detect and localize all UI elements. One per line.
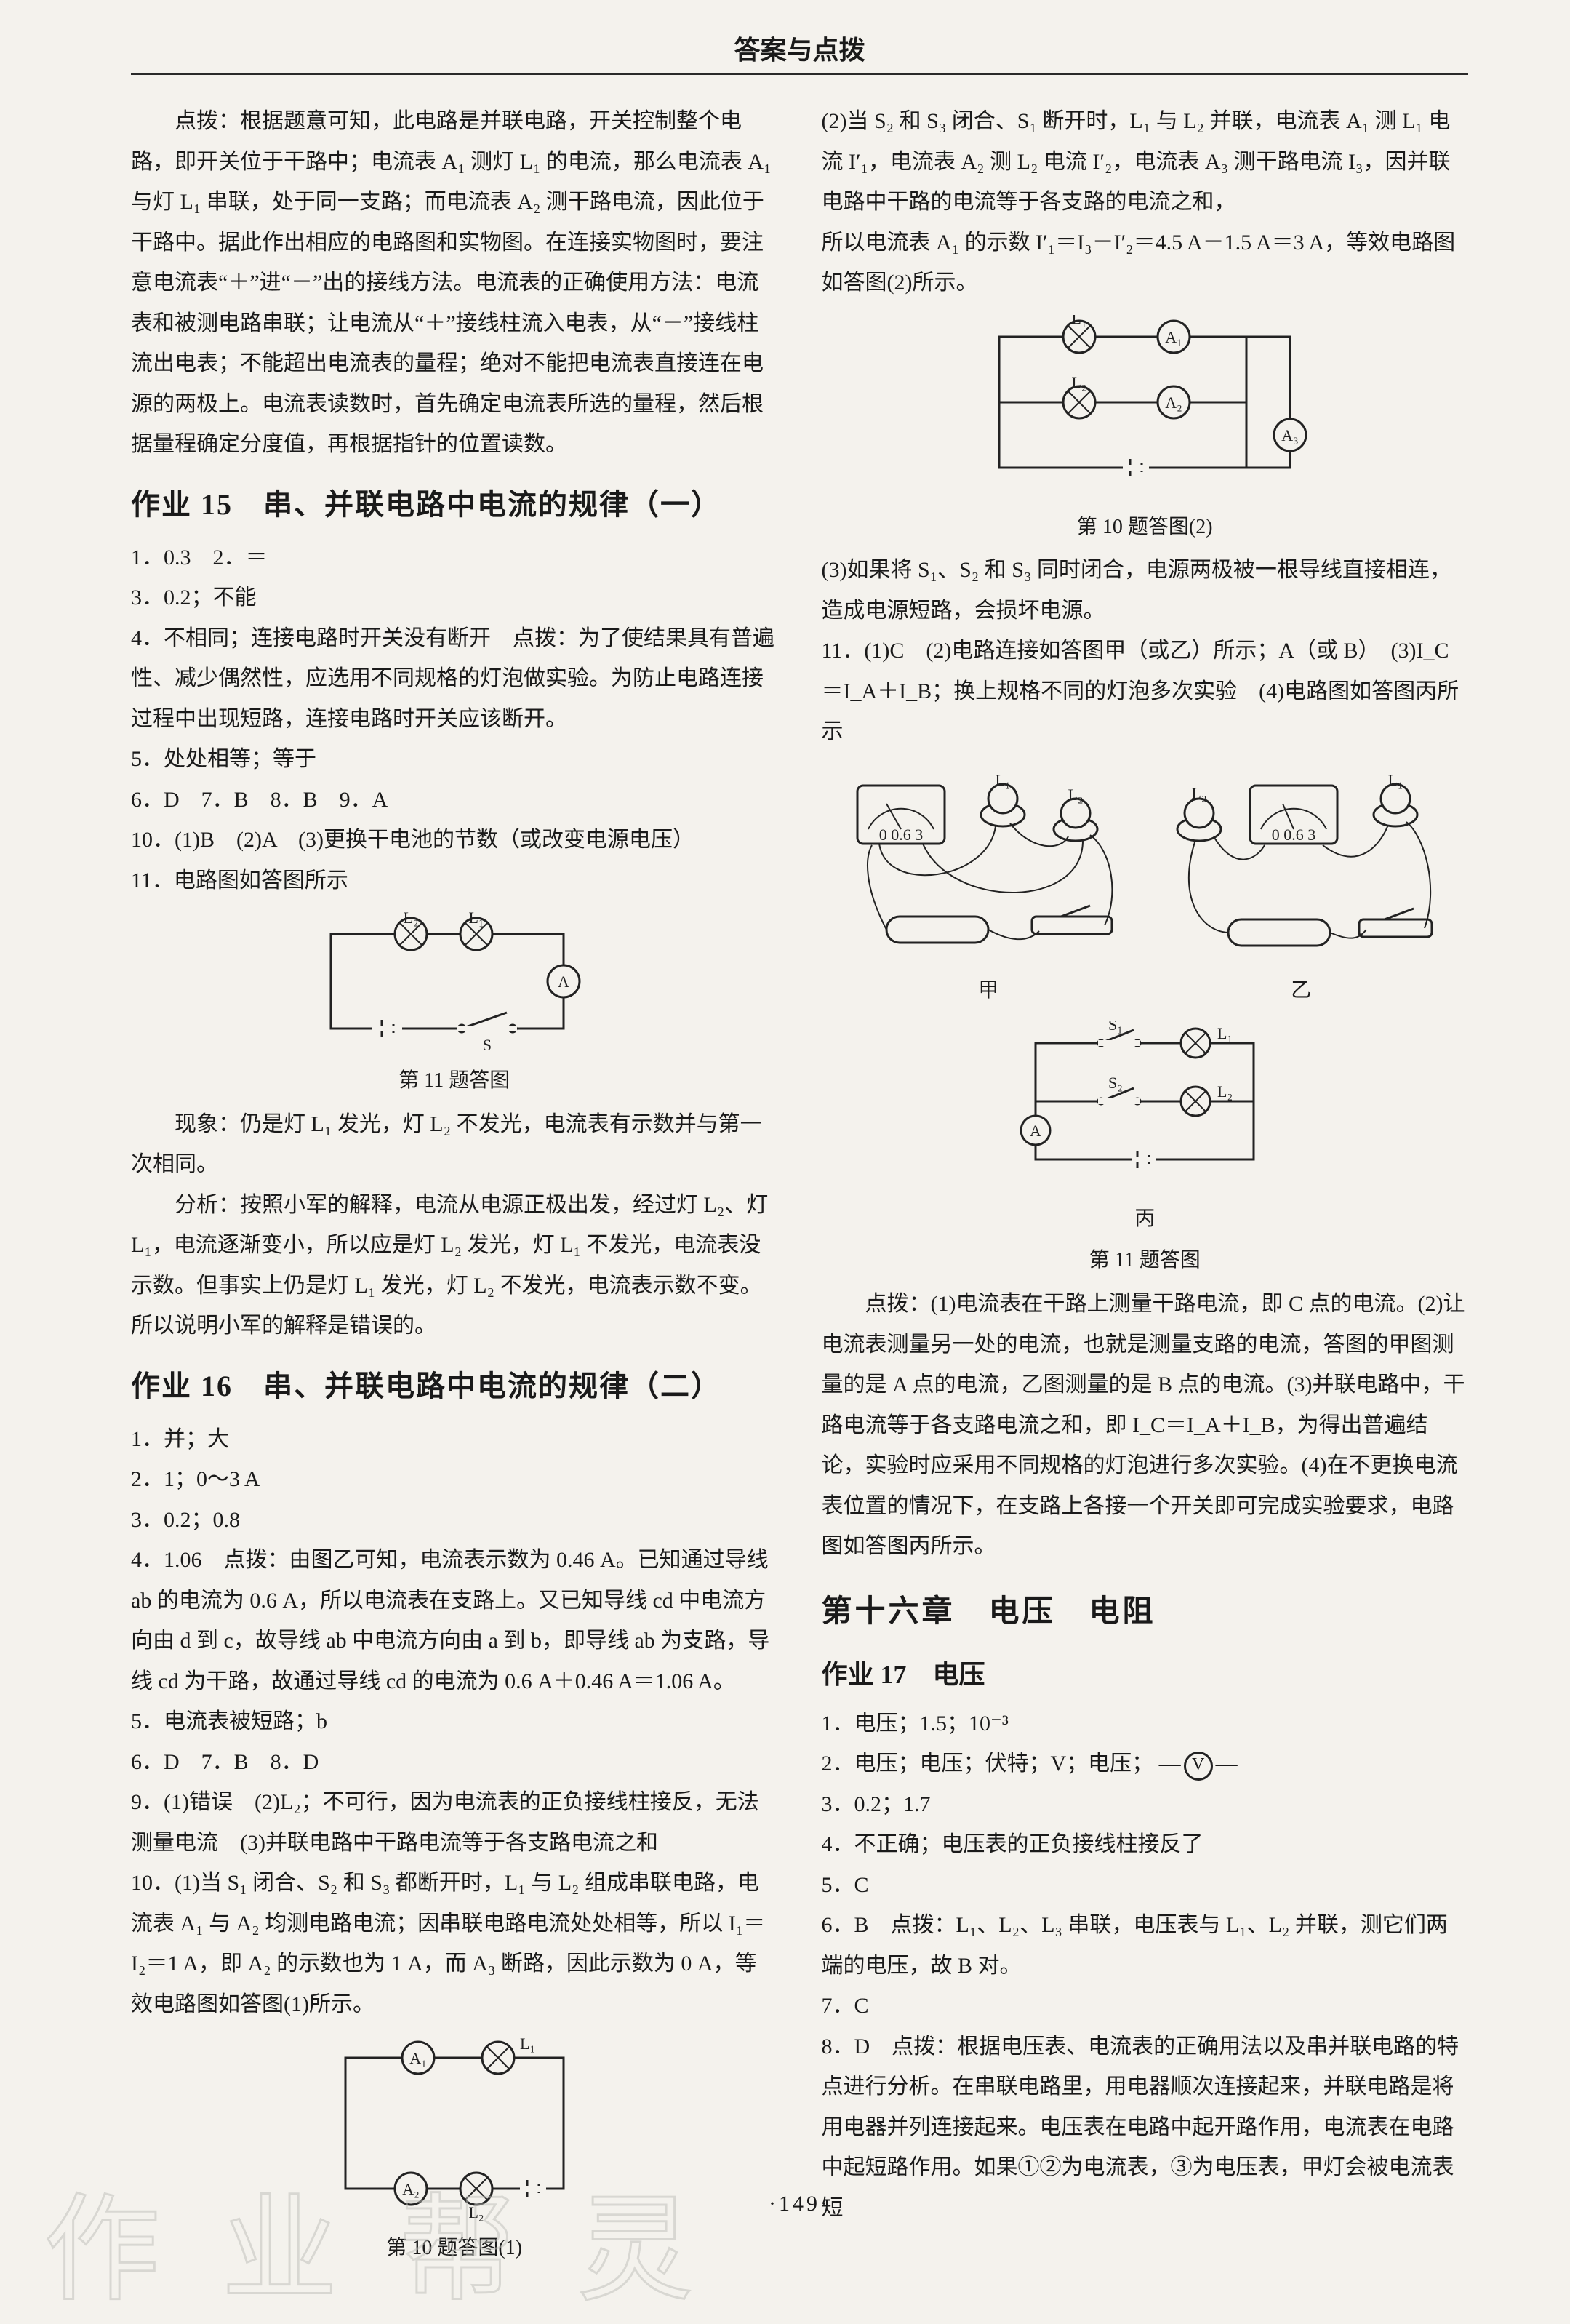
page-header: 答案与点拨 bbox=[131, 29, 1468, 75]
figure-caption: 甲 bbox=[843, 972, 1134, 1010]
hw15-item: 3．0.2；不能 bbox=[131, 578, 778, 618]
hw17-item: 7．C bbox=[822, 1986, 1469, 2026]
right-p3: (3)如果将 S₁、S₂ 和 S₃ 同时闭合，电源两极被一根导线直接相连，造成电… bbox=[822, 550, 1469, 631]
hw16-item: 6．D 7．B 8．D bbox=[131, 1742, 778, 1783]
hw15-item: 现象：仍是灯 L₁ 发光，灯 L₂ 不发光，电流表有示数并与第一次相同。 bbox=[131, 1104, 778, 1185]
hw16-fig10-1: A₁ L₁ A₂ L₂ 第 10 题答图(1) bbox=[131, 2036, 778, 2267]
figure-caption: 第 11 题答图 bbox=[131, 1062, 778, 1100]
hw15-fig11: L₂ L₁ A S 第 11 题答图 bbox=[131, 912, 778, 1100]
hw16-title: 作业 16 串、并联电路中电流的规律（二） bbox=[131, 1359, 778, 1413]
svg-text:L₂: L₂ bbox=[1072, 373, 1087, 391]
left-column: 点拨：根据题意可知，此电路是并联电路，开关控制整个电路，即开关位于干路中；电流表… bbox=[131, 101, 778, 2272]
hw17-item: 5．C bbox=[822, 1865, 1469, 1906]
svg-text:S: S bbox=[483, 1036, 492, 1054]
right-column: (2)当 S₂ 和 S₃ 闭合、S₁ 断开时，L₁ 与 L₂ 并联，电流表 A₁… bbox=[822, 101, 1469, 2272]
figure-caption: 丙 bbox=[822, 1200, 1469, 1238]
svg-text:S₂: S₂ bbox=[1108, 1074, 1123, 1092]
svg-text:S₁: S₁ bbox=[1108, 1021, 1123, 1034]
hw15-item: 4．不相同；连接电路时开关没有断开 点拨：为了使结果具有普遍性、减少偶然性，应选… bbox=[131, 618, 778, 740]
svg-text:0 0.6 3: 0 0.6 3 bbox=[1272, 826, 1316, 844]
apparatus-sketch-icon: 0 0.6 3 L₁ L₂ bbox=[843, 764, 1134, 967]
circuit-diagram-icon: L₂ L₁ A S bbox=[302, 912, 607, 1058]
right-hint11: 点拨：(1)电流表在干路上测量干路电流，即 C 点的电流。(2)让电流表测量另一… bbox=[822, 1284, 1469, 1567]
figure-caption: 第 10 题答图(2) bbox=[822, 508, 1469, 546]
svg-text:A₁: A₁ bbox=[1165, 328, 1182, 346]
svg-text:L₁: L₁ bbox=[1217, 1024, 1233, 1042]
hw16-item: 1．并；大 bbox=[131, 1419, 778, 1460]
right-fig10-2: L₁ A₁ L₂ A₂ A₃ 第 10 题答图(2) bbox=[822, 315, 1469, 546]
right-p1: (2)当 S₂ 和 S₃ 闭合、S₁ 断开时，L₁ 与 L₂ 并联，电流表 A₁… bbox=[822, 101, 1469, 223]
svg-text:L₁: L₁ bbox=[1072, 315, 1087, 327]
hw17-title: 作业 17 电压 bbox=[822, 1650, 1469, 1699]
hw15-item: 10．(1)B (2)A (3)更换干电池的节数（或改变电源电压） bbox=[131, 820, 778, 860]
hw16-item: 2．1；0～3 A bbox=[131, 1459, 778, 1500]
hw15-item: 5．处处相等；等于 bbox=[131, 739, 778, 780]
figure-caption: 第 11 题答图 bbox=[822, 1242, 1469, 1279]
voltmeter-icon: —V— bbox=[1159, 1752, 1238, 1776]
figure-caption: 第 10 题答图(1) bbox=[131, 2229, 778, 2267]
hw16-item: 4．1.06 点拨：由图乙可知，电流表示数为 0.46 A。已知通过导线 ab … bbox=[131, 1540, 778, 1701]
svg-text:A: A bbox=[558, 973, 569, 991]
hw15-title: 作业 15 串、并联电路中电流的规律（一） bbox=[131, 478, 778, 532]
right-i11: 11．(1)C (2)电路连接如答图甲（或乙）所示；A（或 B） (3)I_C＝… bbox=[822, 631, 1469, 752]
hw17-item: 3．0.2；1.7 bbox=[822, 1784, 1469, 1825]
circuit-diagram-icon: A₁ L₁ A₂ L₂ bbox=[302, 2036, 607, 2225]
hw17-item: 6．B 点拨：L₁、L₂、L₃ 串联，电压表与 L₁、L₂ 并联，测它们两端的电… bbox=[822, 1905, 1469, 1986]
hw17-item: 4．不正确；电压表的正负接线柱接反了 bbox=[822, 1824, 1469, 1865]
hint-paragraph: 点拨：根据题意可知，此电路是并联电路，开关控制整个电路，即开关位于干路中；电流表… bbox=[131, 101, 778, 465]
hw16-item: 3．0.2；0.8 bbox=[131, 1500, 778, 1541]
hw16-item: 9．(1)错误 (2)L₂；不可行，因为电流表的正负接线柱接反，无法测量电流 (… bbox=[131, 1782, 778, 1863]
svg-text:A₁: A₁ bbox=[409, 2049, 427, 2067]
hw15-item: 11．电路图如答图所示 bbox=[131, 860, 778, 901]
svg-text:A: A bbox=[1030, 1122, 1041, 1140]
two-column-layout: 点拨：根据题意可知，此电路是并联电路，开关控制整个电路，即开关位于干路中；电流表… bbox=[131, 101, 1468, 2272]
hw17-item: 2．电压；电压；伏特；V；电压； —V— bbox=[822, 1744, 1469, 1784]
svg-text:L₁: L₁ bbox=[996, 771, 1011, 789]
svg-text:L₂: L₂ bbox=[403, 912, 418, 927]
svg-text:L₂: L₂ bbox=[1068, 786, 1084, 804]
svg-text:A₂: A₂ bbox=[1165, 394, 1182, 412]
figure-caption: 乙 bbox=[1156, 972, 1446, 1010]
svg-text:L₂: L₂ bbox=[1217, 1082, 1233, 1101]
svg-text:L₁: L₁ bbox=[468, 912, 484, 927]
hw17-item: 1．电压；1.5；10⁻³ bbox=[822, 1704, 1469, 1744]
hw16-item: 10．(1)当 S₁ 闭合、S₂ 和 S₃ 都断开时，L₁ 与 L₂ 组成串联电… bbox=[131, 1863, 778, 2024]
svg-text:0 0.6 3: 0 0.6 3 bbox=[879, 826, 924, 844]
svg-text:L₁: L₁ bbox=[520, 2036, 535, 2053]
apparatus-sketch-icon: 0 0.6 3 L₂ L₁ bbox=[1156, 764, 1446, 967]
hw16-item: 5．电流表被短路；b bbox=[131, 1701, 778, 1742]
right-fig11-row: 0 0.6 3 L₁ L₂ bbox=[822, 764, 1469, 1010]
circuit-diagram-icon: S₁ L₁ S₂ L₂ A bbox=[992, 1021, 1297, 1196]
right-p2: 所以电流表 A₁ 的示数 I′₁＝I₃－I′₂＝4.5 A－1.5 A＝3 A，… bbox=[822, 223, 1469, 303]
svg-text:A₂: A₂ bbox=[402, 2180, 420, 2198]
hw17-i2-text: 2．电压；电压；伏特；V；电压； bbox=[822, 1752, 1154, 1776]
chapter-title: 第十六章 电压 电阻 bbox=[822, 1584, 1469, 1641]
svg-text:L₂: L₂ bbox=[1192, 784, 1207, 802]
svg-text:L₁: L₁ bbox=[1388, 771, 1403, 789]
hw15-item: 1．0.3 2．＝ bbox=[131, 538, 778, 578]
hw17-item: 8．D 点拨：根据电压表、电流表的正确用法以及串并联电路的特点进行分析。在串联电… bbox=[822, 2026, 1469, 2229]
right-fig11-bing: S₁ L₁ S₂ L₂ A 丙 bbox=[822, 1021, 1469, 1280]
hw15-item: 6．D 7．B 8．B 9．A bbox=[131, 780, 778, 820]
svg-text:L₂: L₂ bbox=[468, 2203, 484, 2221]
circuit-diagram-icon: L₁ A₁ L₂ A₂ A₃ bbox=[956, 315, 1334, 504]
svg-text:A₃: A₃ bbox=[1281, 426, 1299, 444]
hw15-item: 分析：按照小军的解释，电流从电源正极出发，经过灯 L₂、灯 L₁，电流逐渐变小，… bbox=[131, 1185, 778, 1346]
